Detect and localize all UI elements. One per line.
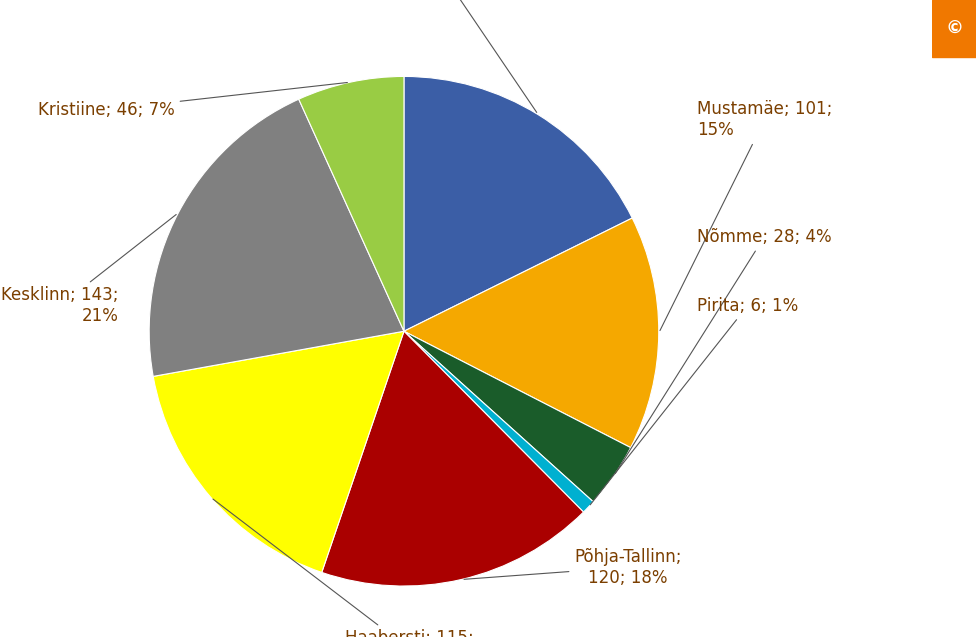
- Wedge shape: [322, 331, 584, 586]
- Wedge shape: [404, 76, 632, 331]
- Text: Haabersti; 115;
17%: Haabersti; 115; 17%: [213, 499, 473, 637]
- Wedge shape: [153, 331, 404, 573]
- Text: Põhja-Tallinn;
120; 18%: Põhja-Tallinn; 120; 18%: [464, 548, 682, 587]
- Wedge shape: [404, 331, 593, 512]
- Bar: [932, 0, 976, 57]
- Text: Kristiine; 46; 7%: Kristiine; 46; 7%: [38, 83, 347, 118]
- Text: ©: ©: [945, 20, 963, 38]
- Wedge shape: [149, 99, 404, 376]
- Text: Mustamäe; 101;
15%: Mustamäe; 101; 15%: [660, 101, 833, 331]
- Text: Kesklinn; 143;
21%: Kesklinn; 143; 21%: [1, 215, 177, 325]
- Text: Lasnamäe; 120;
17%: Lasnamäe; 120; 17%: [375, 0, 537, 112]
- Text: Nõmme; 28; 4%: Nõmme; 28; 4%: [615, 228, 832, 473]
- Text: Pirita; 6; 1%: Pirita; 6; 1%: [590, 297, 798, 505]
- Text: Tõnu Toompark, ADAUR.EE: Tõnu Toompark, ADAUR.EE: [949, 282, 959, 419]
- Wedge shape: [404, 331, 630, 502]
- Wedge shape: [404, 218, 659, 448]
- Wedge shape: [299, 76, 404, 331]
